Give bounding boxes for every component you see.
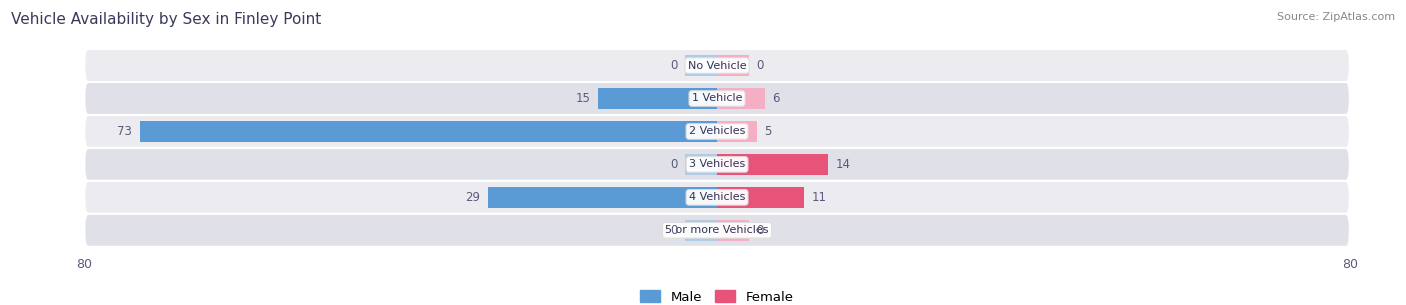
Text: 11: 11 [813,191,827,204]
Text: Vehicle Availability by Sex in Finley Point: Vehicle Availability by Sex in Finley Po… [11,12,322,27]
Bar [717,154,828,175]
FancyBboxPatch shape [84,115,1350,148]
Text: 0: 0 [671,158,678,171]
Text: 1 Vehicle: 1 Vehicle [692,94,742,103]
Bar [488,187,717,208]
Bar [686,220,717,241]
Text: Source: ZipAtlas.com: Source: ZipAtlas.com [1277,12,1395,22]
Text: 2 Vehicles: 2 Vehicles [689,127,745,136]
Bar [717,55,749,76]
FancyBboxPatch shape [84,82,1350,115]
Text: 73: 73 [117,125,132,138]
Bar [717,88,765,109]
Bar [139,121,717,142]
Text: 6: 6 [772,92,780,105]
Text: 0: 0 [671,59,678,72]
Text: 4 Vehicles: 4 Vehicles [689,192,745,202]
Text: 3 Vehicles: 3 Vehicles [689,160,745,169]
Bar [686,55,717,76]
Text: 5 or more Vehicles: 5 or more Vehicles [665,225,769,235]
FancyBboxPatch shape [84,214,1350,247]
Text: No Vehicle: No Vehicle [688,60,747,70]
Bar [717,220,749,241]
Bar [686,154,717,175]
FancyBboxPatch shape [84,49,1350,82]
Text: 5: 5 [765,125,772,138]
Legend: Male, Female: Male, Female [636,285,799,305]
Text: 29: 29 [465,191,479,204]
Text: 0: 0 [756,59,763,72]
FancyBboxPatch shape [84,181,1350,214]
Bar [717,187,804,208]
Text: 0: 0 [756,224,763,237]
Text: 15: 15 [575,92,591,105]
Text: 0: 0 [671,224,678,237]
Bar [599,88,717,109]
FancyBboxPatch shape [84,148,1350,181]
Bar [717,121,756,142]
Text: 14: 14 [835,158,851,171]
